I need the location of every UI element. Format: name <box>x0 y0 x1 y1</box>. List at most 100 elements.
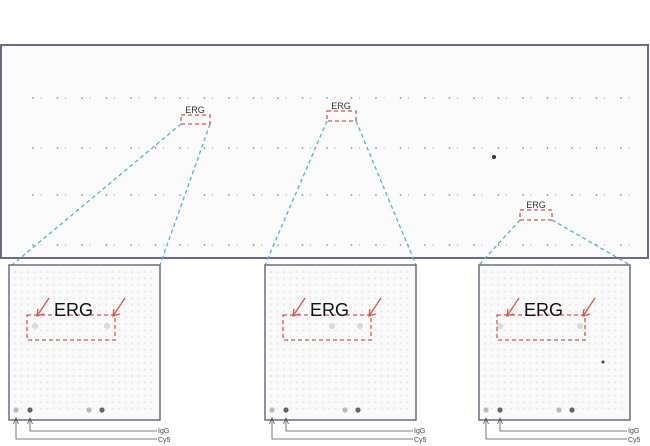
inset-spot <box>393 284 396 286</box>
control-spot <box>27 407 33 413</box>
inset-spot <box>484 375 486 377</box>
inset-spot <box>296 323 298 325</box>
inset-spot <box>549 362 551 364</box>
inset-spot <box>302 290 305 293</box>
inset-spot <box>270 323 272 325</box>
arrow-icon <box>36 297 50 317</box>
array-spot <box>236 244 238 246</box>
control-spot <box>13 407 19 413</box>
inset-spot <box>387 401 389 403</box>
inset-spot <box>575 323 577 325</box>
inset-spot <box>387 310 389 312</box>
inset-spot <box>309 297 311 299</box>
inset-spot <box>27 297 29 299</box>
inset-spot <box>296 303 298 306</box>
inset-spot <box>549 375 551 377</box>
inset-spot <box>20 297 23 299</box>
inset-spot <box>46 394 49 397</box>
inset-spot <box>607 388 610 390</box>
array-spot <box>301 147 304 149</box>
inset-spot <box>296 368 298 371</box>
inset-spot <box>490 349 493 351</box>
inset-spot <box>620 375 623 377</box>
inset-spot <box>276 362 279 364</box>
inset-spot <box>516 368 519 371</box>
cy5-label: Cy5 <box>158 437 171 444</box>
inset-spot <box>72 290 75 293</box>
inset-spot <box>289 297 292 299</box>
inset-spot <box>490 394 493 397</box>
array-spot <box>603 147 606 149</box>
inset-spot <box>594 407 597 410</box>
inset-spot <box>124 284 127 286</box>
inset-spot <box>98 381 101 384</box>
inset-spot <box>601 323 603 325</box>
inset-spot <box>341 401 344 403</box>
inset-spot <box>40 355 42 358</box>
inset-spot <box>490 368 493 371</box>
array-spot <box>481 147 483 149</box>
inset-spot <box>315 284 318 286</box>
inset-spot <box>40 342 42 345</box>
inset-spot <box>118 336 120 338</box>
inset-spot <box>66 394 68 397</box>
inset-spot <box>400 394 402 397</box>
inset-spot <box>529 362 532 364</box>
inset-spot <box>328 336 331 338</box>
inset-spot <box>289 290 292 293</box>
array-spot <box>505 194 508 196</box>
inset-spot <box>315 388 318 390</box>
inset-spot <box>542 368 545 371</box>
array-spot <box>554 147 557 149</box>
inset-spot <box>536 323 538 325</box>
inset-spot <box>118 329 120 332</box>
inset-spot <box>270 336 272 338</box>
inset-spot <box>536 342 538 345</box>
inset-spot <box>542 394 545 397</box>
inset-spot <box>510 342 512 345</box>
inset-spot <box>79 394 81 397</box>
inset-spot <box>40 303 42 306</box>
inset-spot <box>341 336 344 338</box>
inset-spot <box>296 336 298 338</box>
inset-spot <box>276 375 279 377</box>
inset-spot <box>335 388 337 390</box>
inset-spot <box>614 342 616 345</box>
full-array-panel <box>0 44 649 259</box>
inset-spot <box>529 323 532 325</box>
inset-spot <box>46 303 49 306</box>
inset-spot <box>296 394 298 397</box>
inset-spot <box>111 355 114 358</box>
inset-spot <box>374 323 376 325</box>
inset-spot <box>85 277 88 280</box>
inset-spot <box>555 349 558 351</box>
inset-spot <box>296 355 298 358</box>
array-spot <box>358 97 361 99</box>
inset-spot <box>516 290 519 293</box>
inset-spot <box>131 290 133 293</box>
inset-spot <box>555 303 558 306</box>
inset-spot <box>594 290 597 293</box>
array-spot <box>546 147 549 149</box>
inset-spot <box>374 310 376 312</box>
inset-spot <box>276 277 279 280</box>
inset-spot <box>289 375 292 377</box>
inset-spot <box>354 297 357 299</box>
inset-spot <box>276 407 279 410</box>
inset-spot <box>562 401 564 403</box>
array-spot <box>350 244 353 246</box>
inset-spot <box>309 342 311 345</box>
inset-spot <box>601 375 603 377</box>
inset-spot <box>20 323 23 325</box>
inset-spot <box>354 284 357 286</box>
inset-spot <box>270 284 272 286</box>
inset-spot <box>33 388 36 390</box>
control-spot <box>556 407 562 413</box>
inset-spot <box>14 290 16 293</box>
inset-spot <box>315 277 318 280</box>
array-spot <box>105 244 108 246</box>
inset-spot <box>72 401 75 403</box>
inset-spot <box>118 355 120 358</box>
inset-spot <box>387 375 389 377</box>
array-spot <box>571 97 573 99</box>
